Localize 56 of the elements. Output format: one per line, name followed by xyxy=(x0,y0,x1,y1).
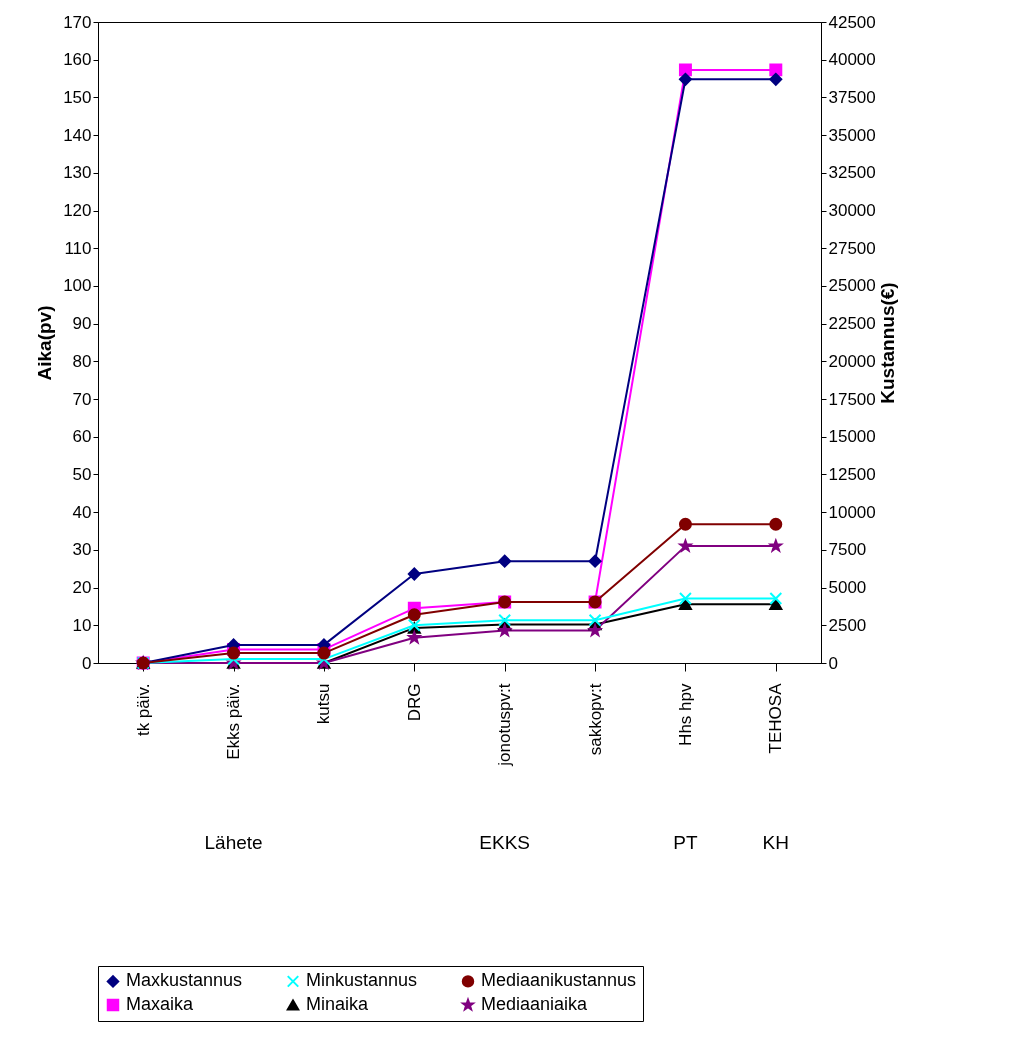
y2-tick-label: 5000 xyxy=(828,578,867,598)
y2-tick-label: 15000 xyxy=(828,427,876,447)
y2-tick-label: 35000 xyxy=(828,125,876,145)
y-tick-label: 70 xyxy=(72,389,92,409)
y-axis-title: Aika(pv) xyxy=(34,305,56,381)
legend-label: Maxaika xyxy=(126,994,195,1014)
x-tick-label: Ekks päiv. xyxy=(224,683,244,760)
y2-tick-label: 20000 xyxy=(828,351,876,371)
y-tick-label: 80 xyxy=(72,351,92,371)
x-tick-label: tk päiv. xyxy=(133,683,153,737)
y-tick-label: 140 xyxy=(63,125,92,145)
x-tick-label: DRG xyxy=(404,683,424,722)
y2-tick-label: 0 xyxy=(828,653,838,673)
y2-tick-label: 12500 xyxy=(828,464,876,484)
y-tick-label: 40 xyxy=(72,502,92,522)
x-tick-label: jonotuspv:t xyxy=(495,683,515,767)
legend-label: Minaika xyxy=(306,994,370,1014)
legend-label: Maxkustannus xyxy=(126,970,243,991)
y2-tick-label: 30000 xyxy=(828,201,876,221)
y-tick-label: 90 xyxy=(72,314,92,334)
y2-tick-label: 7500 xyxy=(828,540,867,560)
y2-tick-label: 32500 xyxy=(828,163,876,183)
legend-label: Minkustannus xyxy=(306,970,418,991)
y-tick-label: 60 xyxy=(72,427,92,447)
y2-tick-label: 37500 xyxy=(828,87,876,107)
x-tick-label: Hhs hpv xyxy=(675,683,695,746)
y2-tick-label: 22500 xyxy=(828,314,876,334)
y2-tick-label: 25000 xyxy=(828,276,876,296)
legend-label: Mediaaniaika xyxy=(481,994,589,1014)
text: PT xyxy=(673,832,698,853)
y2-tick-label: 27500 xyxy=(828,238,876,258)
y2-axis-title: Kustannus(€) xyxy=(876,282,898,404)
x-tick-label: kutsu xyxy=(314,683,334,725)
y2-tick-label: 42500 xyxy=(828,12,876,32)
y2-tick-label: 10000 xyxy=(828,502,876,522)
y-tick-label: 110 xyxy=(64,238,92,258)
y2-tick-label: 40000 xyxy=(828,50,876,70)
y-tick-label: 130 xyxy=(63,163,92,183)
y-tick-label: 30 xyxy=(72,540,92,560)
text: Lähete xyxy=(204,832,263,853)
y2-tick-label: 2500 xyxy=(828,615,867,635)
y2-tick-label: 17500 xyxy=(828,389,876,409)
y-tick-label: 120 xyxy=(63,201,92,221)
y-tick-label: 20 xyxy=(72,578,92,598)
y-tick-label: 0 xyxy=(82,653,92,673)
y-tick-label: 150 xyxy=(63,87,92,107)
x-tick-label: TEHOSA xyxy=(766,682,786,754)
x-tick-label: sakkopv:t xyxy=(585,683,605,756)
legend-label: Mediaanikustannus xyxy=(481,970,637,991)
text: KH xyxy=(762,832,790,853)
text: EKKS xyxy=(479,832,531,853)
y-tick-label: 160 xyxy=(63,50,92,70)
y-tick-label: 50 xyxy=(72,464,92,484)
y-tick-label: 170 xyxy=(63,12,92,32)
y-tick-label: 100 xyxy=(63,276,92,296)
y-tick-label: 10 xyxy=(72,615,92,635)
